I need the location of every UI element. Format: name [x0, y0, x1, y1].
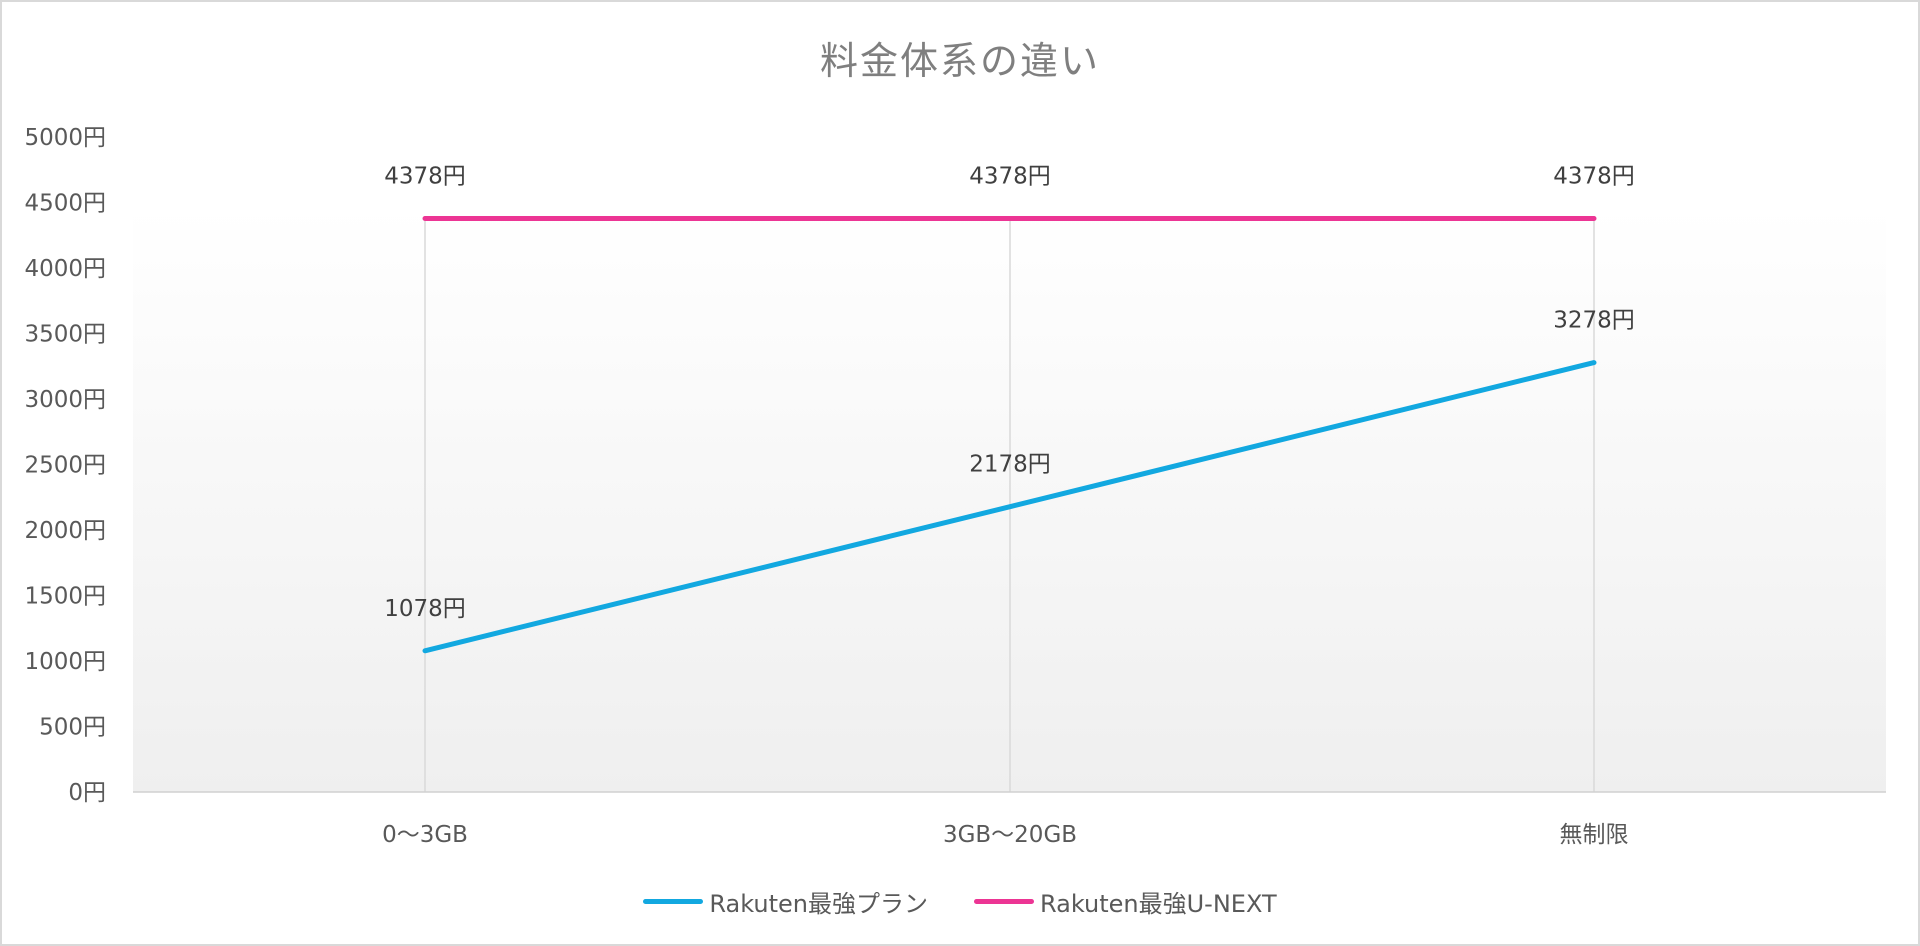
y-tick-label: 4000円: [24, 256, 106, 282]
y-tick-label: 500円: [39, 715, 106, 741]
y-tick-label: 5000円: [24, 125, 106, 151]
y-tick-label: 1000円: [24, 649, 106, 675]
y-tick-label: 2000円: [24, 518, 106, 544]
legend: Rakuten最強プラン Rakuten最強U-NEXT: [0, 884, 1920, 919]
y-tick-label: 0円: [68, 780, 106, 806]
legend-swatch-blue: [643, 899, 704, 904]
y-tick-label: 3000円: [24, 387, 106, 413]
data-label: 1078円: [384, 596, 466, 622]
data-label: 4378円: [969, 163, 1051, 189]
data-label: 4378円: [1553, 163, 1635, 189]
x-tick-label: 0〜3GB: [382, 822, 468, 848]
data-label: 4378円: [384, 163, 466, 189]
data-label: 2178円: [969, 452, 1051, 478]
series-line-0[interactable]: [422, 360, 1597, 654]
data-labels: 1078円 2178円 3278円 4378円 4378円 4378円: [384, 163, 1635, 621]
y-axis-labels: 0円 500円 1000円 1500円 2000円 2500円 3000円 3500円 4000…: [24, 125, 106, 806]
data-label: 3278円: [1553, 308, 1635, 334]
y-tick-label: 2500円: [24, 453, 106, 479]
x-tick-label: 無制限: [1560, 822, 1629, 848]
legend-item-rakuten-saikyo-unext[interactable]: Rakuten最強U-NEXT: [973, 884, 1277, 919]
chart-title: 料金体系の違い: [819, 39, 1100, 83]
y-tick-label: 4500円: [24, 191, 106, 217]
x-tick-label: 3GB〜20GB: [943, 822, 1077, 848]
series-lines: [422, 215, 1597, 654]
y-tick-label: 1500円: [24, 584, 106, 610]
legend-label: Rakuten最強U-NEXT: [1039, 890, 1277, 918]
legend-item-rakuten-saikyo-plan[interactable]: Rakuten最強プラン: [643, 884, 928, 919]
x-axis-labels: 0〜3GB 3GB〜20GB 無制限: [382, 822, 1628, 848]
y-tick-label: 3500円: [24, 322, 106, 348]
legend-swatch-pink: [973, 899, 1034, 904]
legend-label: Rakuten最強プラン: [709, 890, 928, 918]
